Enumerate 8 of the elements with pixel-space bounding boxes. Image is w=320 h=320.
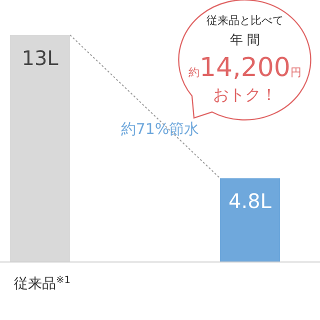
x-tick-label: 従来品$^{※1}$ [14,274,70,292]
text: 従来品と比べて [206,14,284,27]
annotation: 約71%節水 [120,120,200,138]
annotation: おトク！ [213,85,277,104]
annotation: 年 間 [230,33,260,48]
data-label: 13L [22,46,60,70]
annotation: 約14,200円 [188,53,302,83]
data-label: 4.8L [228,189,272,214]
